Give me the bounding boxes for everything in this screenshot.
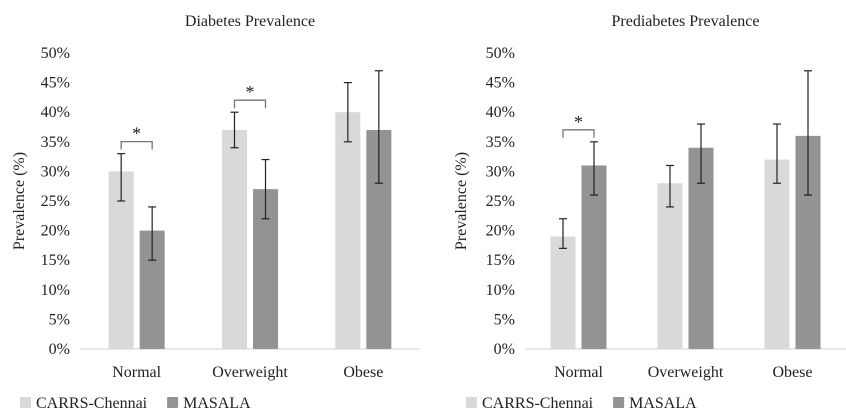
bar [581,165,607,349]
chart-title: Prediabetes Prevalence [612,13,760,30]
bar [335,112,361,349]
y-axis-label: Prevalence (%) [453,152,470,250]
y-tick-label: 50% [486,45,515,62]
prediabetes-chart: Prediabetes Prevalence Prevalence (%) 0% 5%… [453,13,846,412]
y-tick-label: 40% [486,104,515,121]
x-tick-label: Overweight [212,364,288,381]
legend-swatch [20,397,31,408]
x-tick-label: Obese [773,364,813,381]
legend-label: CARRS-Chennai [36,395,148,412]
x-tick-label: Obese [343,364,383,381]
y-tick-label: 0% [49,341,70,358]
y-tick-label: 10% [486,282,515,299]
chart-title: Diabetes Prevalence [185,13,315,30]
significance-marker: * [132,124,141,144]
y-tick-label: 5% [49,311,70,328]
y-tick-label: 15% [41,252,70,269]
significance-bracket [233,99,267,109]
y-tick-label: 50% [41,45,70,62]
bar [550,236,576,349]
y-tick-label: 25% [486,193,515,210]
y-tick-label: 20% [41,223,70,240]
legend-swatch [466,397,477,408]
y-tick-label: 35% [41,134,70,151]
y-tick-label: 30% [41,163,70,180]
legend-swatch [613,397,625,408]
x-tick-label: Normal [112,364,161,381]
y-tick-label: 15% [486,252,515,269]
legend-label: MASALA [183,395,251,412]
y-tick-label: 20% [486,223,515,240]
x-tick-label: Overweight [648,364,724,381]
y-tick-label: 30% [486,163,515,180]
significance-bracket [562,129,595,138]
significance-marker: * [246,82,255,102]
y-tick-label: 0% [494,341,515,358]
y-tick-label: 5% [494,311,515,328]
y-tick-label: 40% [41,104,70,121]
x-tick-label: Normal [554,364,603,381]
significance-bracket [120,140,153,150]
diabetes-chart: Diabetes Prevalence Prevalence (%) 0% 5% 10%… [11,13,420,412]
bar [222,129,247,349]
y-axis-label: Prevalence (%) [11,152,28,250]
significance-marker: * [574,112,583,132]
y-tick-label: 45% [486,75,515,92]
y-tick-label: 45% [41,75,70,92]
legend-swatch [167,397,179,408]
bar [764,159,790,349]
y-tick-label: 10% [41,282,70,299]
bar [657,183,683,349]
y-tick-label: 25% [41,193,70,210]
y-tick-label: 35% [486,134,515,151]
legend-label: MASALA [629,395,697,412]
legend-label: CARRS-Chennai [482,395,594,412]
